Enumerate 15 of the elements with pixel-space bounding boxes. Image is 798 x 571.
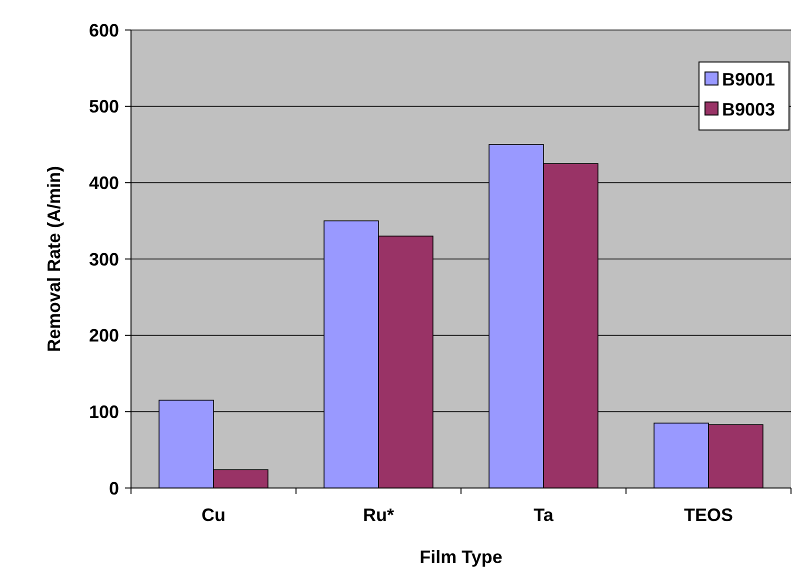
y-tick-label: 200 bbox=[88, 326, 119, 346]
y-tick-label: 400 bbox=[88, 172, 119, 193]
legend-label: B9003 bbox=[722, 99, 776, 120]
y-tick-label: 100 bbox=[88, 402, 119, 422]
x-tick-label: Ta bbox=[534, 505, 554, 525]
x-tick-label: TEOS bbox=[684, 505, 734, 525]
legend-label: B9001 bbox=[722, 69, 776, 90]
x-axis-title: Film Type bbox=[420, 547, 502, 567]
y-tick-label: 0 bbox=[108, 478, 119, 498]
y-tick-label: 500 bbox=[88, 96, 119, 117]
y-tick-label: 300 bbox=[88, 249, 119, 270]
x-tick-label: Cu bbox=[202, 505, 226, 525]
y-tick-label: 600 bbox=[88, 20, 119, 40]
x-tick-label: Ru* bbox=[363, 505, 394, 525]
y-axis-title: Removal Rate (A/min) bbox=[44, 166, 64, 352]
